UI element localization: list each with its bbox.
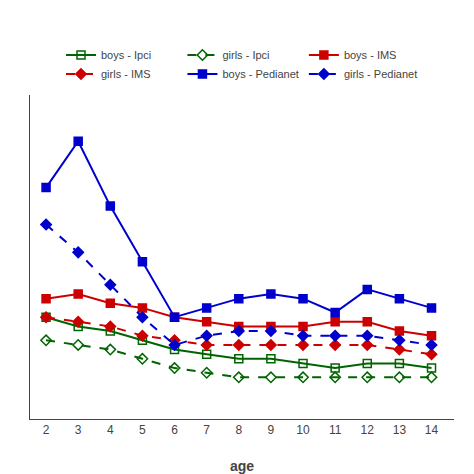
svg-text:girls - Ipci: girls - Ipci <box>222 49 269 61</box>
svg-text:9: 9 <box>268 423 275 437</box>
svg-text:6: 6 <box>171 423 178 437</box>
svg-text:4: 4 <box>107 423 114 437</box>
svg-text:boys - Pedianet: boys - Pedianet <box>222 68 298 80</box>
svg-text:12: 12 <box>361 423 375 437</box>
svg-text:11: 11 <box>329 423 342 437</box>
svg-text:3: 3 <box>75 423 82 437</box>
svg-text:7: 7 <box>203 423 210 437</box>
svg-text:2: 2 <box>43 423 50 437</box>
svg-text:8: 8 <box>235 423 242 437</box>
svg-text:13: 13 <box>393 423 407 437</box>
svg-text:boys - IMS: boys - IMS <box>344 49 397 61</box>
svg-text:girls - Pedianet: girls - Pedianet <box>344 68 417 80</box>
svg-text:girls - IMS: girls - IMS <box>101 68 151 80</box>
svg-text:14: 14 <box>425 423 439 437</box>
svg-text:5: 5 <box>139 423 146 437</box>
svg-text:age: age <box>230 458 254 474</box>
svg-text:10: 10 <box>296 423 310 437</box>
svg-text:boys - Ipci: boys - Ipci <box>101 49 151 61</box>
